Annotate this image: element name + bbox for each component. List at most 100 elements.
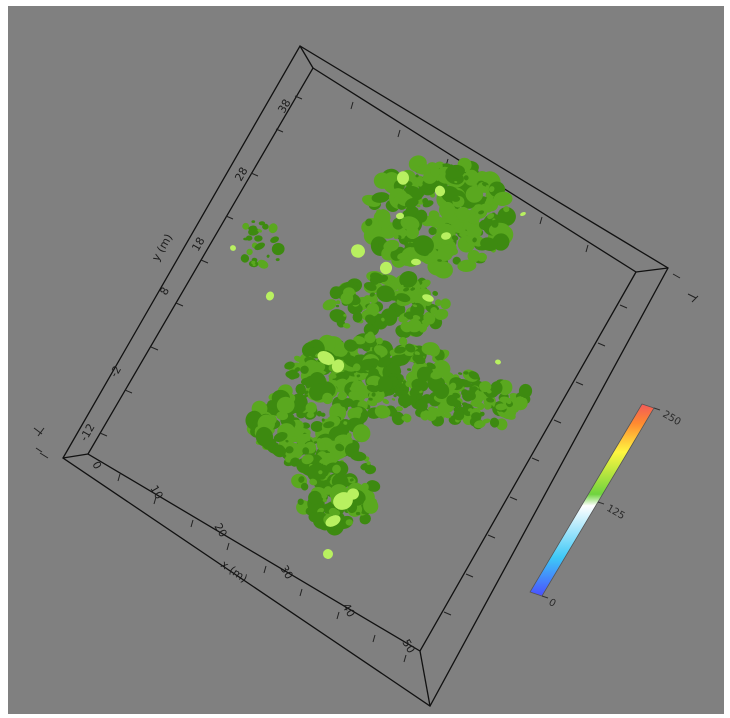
isosurface-blob	[366, 375, 382, 387]
isosurface-blob	[397, 252, 409, 261]
isosurface-blob	[343, 339, 358, 352]
isosurface-blob	[296, 433, 310, 445]
isosurface-blob	[453, 410, 465, 421]
isosurface-blob	[485, 185, 489, 187]
isosurface-blob	[427, 253, 438, 263]
isosurface-blob	[376, 285, 395, 302]
colorbar-tick	[653, 407, 661, 411]
isosurface-blob	[478, 219, 493, 231]
isosurface-blob	[257, 259, 269, 269]
isosurface-blob	[480, 237, 498, 252]
isosurface-blob	[375, 212, 391, 222]
isosurface-blob	[491, 219, 499, 228]
isosurface-blob	[284, 361, 295, 370]
isosurface-blob	[348, 407, 363, 417]
isosurface-blob	[337, 391, 348, 401]
isosurface-blob	[412, 354, 426, 365]
isosurface-blob	[495, 403, 508, 411]
isosurface-blob	[468, 408, 473, 412]
isosurface-blob	[270, 236, 280, 243]
isosurface-blob	[457, 259, 477, 272]
isosurface-blob	[276, 396, 295, 414]
isosurface-blob	[364, 332, 376, 344]
isosurface-blob	[318, 470, 323, 475]
isosurface-blob	[444, 412, 452, 419]
isosurface-blob	[427, 215, 446, 228]
isosurface-blob	[399, 271, 418, 288]
isosurface-blob	[484, 402, 492, 410]
isosurface-blob	[433, 261, 453, 279]
isosurface-blob	[426, 362, 436, 370]
x-tick-label: 10	[147, 483, 165, 502]
box-edge	[299, 45, 314, 69]
isosurface-blob	[383, 239, 400, 252]
isosurface-highlight	[317, 351, 335, 365]
isosurface-blob	[405, 343, 416, 353]
isosurface-blob	[474, 224, 478, 227]
isosurface-blob	[392, 196, 400, 204]
isosurface-blob	[323, 421, 335, 429]
isosurface-blob	[461, 402, 469, 407]
isosurface-blob	[380, 308, 398, 326]
isosurface-highlight	[396, 212, 404, 220]
isosurface-blob	[438, 164, 443, 169]
isosurface-blob	[262, 223, 269, 230]
y-tick-label: -12	[77, 421, 97, 443]
isosurface-blob	[410, 287, 416, 291]
isosurface-blob	[489, 417, 500, 428]
isosurface-blob	[316, 410, 322, 417]
isosurface-blob	[467, 249, 481, 263]
isosurface-blob	[268, 223, 278, 234]
isosurface-blob	[518, 383, 533, 399]
isosurface-blob	[302, 447, 310, 455]
isosurface-blob	[394, 346, 406, 354]
x-tick-label: 0	[89, 459, 104, 472]
isosurface-blob	[403, 413, 412, 419]
isosurface-blob	[430, 370, 443, 380]
colorbar-tick	[597, 501, 605, 505]
isosurface-blob	[393, 394, 397, 398]
isosurface-blob	[463, 175, 469, 181]
isosurface-blob	[434, 299, 442, 307]
isosurface-blob	[360, 344, 364, 349]
bounding-box-frame	[62, 45, 669, 707]
y-tick-label: 18	[189, 235, 207, 254]
isosurface-highlight	[397, 171, 409, 185]
isosurface-blob	[278, 246, 284, 252]
isosurface-blob	[304, 359, 318, 370]
isosurface-blob	[297, 498, 304, 505]
isosurface-blob	[343, 313, 347, 317]
isosurface-blob	[464, 245, 471, 251]
isosurface-blob	[410, 165, 415, 169]
isosurface-blob	[349, 478, 354, 482]
isosurface-blob	[412, 304, 418, 308]
isosurface-blob	[476, 402, 485, 410]
isosurface-blob	[399, 284, 404, 289]
isosurface-blob	[356, 374, 361, 378]
isosurface-blob	[287, 369, 298, 380]
isosurface-blob	[371, 192, 390, 203]
colorbar-label-mid: 125	[605, 503, 627, 522]
y-axis-ticks	[99, 95, 303, 437]
isosurface-blob	[343, 421, 348, 425]
3d-viewport[interactable]: -12 -2 8 18 28 38 y (m) 0 10 20 30 40 50…	[8, 6, 724, 714]
isosurface-blob	[312, 511, 329, 529]
isosurface-blob	[454, 180, 458, 184]
isosurface-blob	[475, 395, 483, 404]
isosurface-blob	[368, 397, 373, 401]
isosurface-blob	[323, 486, 333, 495]
isosurface-blob	[430, 167, 440, 177]
x-axis-title: x (m)	[218, 558, 249, 585]
x-tick-labels: 0 10 20 30 40 50	[89, 459, 417, 656]
isosurface-blob	[398, 393, 414, 408]
colorbar-gradient	[529, 403, 655, 597]
isosurface-blob	[271, 242, 285, 256]
isosurface-blob	[313, 441, 318, 444]
isosurface-blob	[300, 365, 309, 374]
isosurface-blob	[327, 447, 333, 452]
isosurface-blob	[405, 197, 419, 209]
isosurface-blob	[452, 392, 461, 399]
isosurface-blob	[493, 191, 513, 207]
isosurface-blob	[440, 298, 451, 310]
isosurface-blob	[275, 258, 280, 262]
